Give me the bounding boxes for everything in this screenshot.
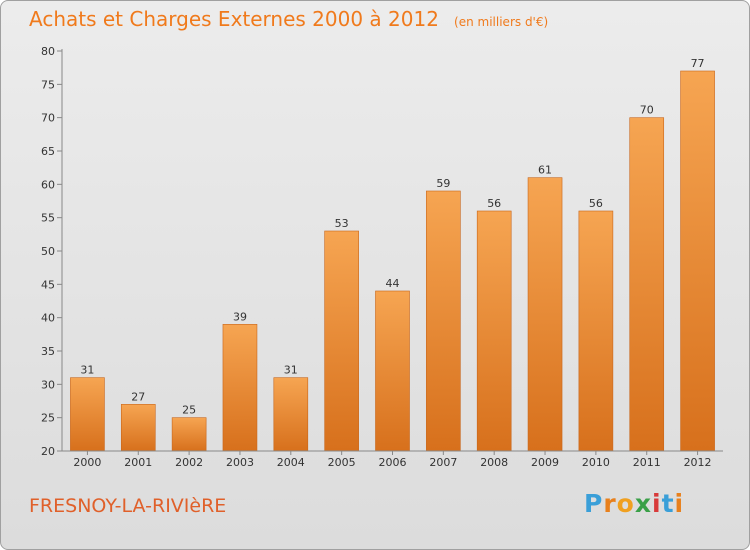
logo-letter: x	[634, 489, 652, 518]
y-tick-label: 25	[41, 412, 55, 425]
logo-letter: P	[584, 489, 604, 518]
bar	[476, 210, 512, 452]
x-tick-label: 2012	[684, 456, 712, 469]
logo-letter: i	[652, 489, 662, 518]
x-tick-label: 2011	[633, 456, 661, 469]
bar	[171, 417, 207, 452]
bar-value-label: 44	[386, 277, 400, 290]
bar-value-label: 59	[436, 177, 450, 190]
y-tick-label: 35	[41, 345, 55, 358]
logo-letter: r	[603, 489, 617, 518]
y-tick-label: 55	[41, 212, 55, 225]
town-name: FRESNOY-LA-RIVIèRE	[29, 495, 227, 517]
y-tick-label: 30	[41, 378, 55, 391]
y-tick-label: 40	[41, 312, 55, 325]
bar-value-label: 39	[233, 310, 247, 323]
x-axis: 2000 2001 2002 2003 2004 2005 2006 2007 2008 2009…	[62, 450, 723, 469]
bar	[578, 210, 614, 452]
bar-value-label: 31	[284, 364, 298, 377]
bar-value-label: 61	[538, 164, 552, 177]
bar-value-label: 25	[182, 404, 196, 417]
y-tick-label: 60	[41, 178, 55, 191]
bar-value-label: 70	[640, 104, 654, 117]
bars: 31 27 25 39 31 53 44 59 56 61 56 70 77	[70, 57, 715, 452]
bar-value-label: 56	[487, 197, 501, 210]
bar	[629, 117, 665, 452]
bar	[527, 177, 563, 452]
bar	[222, 324, 258, 452]
y-tick-label: 20	[41, 445, 55, 458]
bar-value-label: 53	[335, 217, 349, 230]
x-tick-label: 2010	[582, 456, 610, 469]
x-tick-label: 2009	[531, 456, 559, 469]
chart-title: Achats et Charges Externes 2000 à 2012	[29, 7, 439, 31]
x-tick-label: 2006	[379, 456, 407, 469]
bar	[375, 290, 410, 452]
bar-value-label: 56	[589, 197, 603, 210]
x-tick-label: 2003	[226, 456, 254, 469]
bar	[120, 404, 156, 452]
y-tick-label: 50	[41, 245, 55, 258]
bar	[426, 190, 461, 452]
logo-letter: o	[616, 489, 635, 518]
x-tick-label: 2001	[124, 456, 152, 469]
bar-value-label: 27	[131, 390, 145, 403]
logo-letter: i	[674, 489, 685, 518]
bar	[273, 377, 309, 452]
y-axis: 20 25 30 35 40 45 50 55 60 65 70 75 80	[41, 45, 63, 458]
y-tick-label: 65	[41, 145, 55, 158]
chart-subtitle: (en milliers d'€)	[454, 15, 549, 29]
bar	[70, 377, 105, 452]
bar	[680, 70, 715, 452]
y-tick-label: 75	[41, 78, 55, 91]
x-tick-label: 2002	[175, 456, 203, 469]
y-tick-label: 80	[41, 45, 55, 58]
bar	[324, 230, 359, 452]
bar-value-label: 31	[80, 364, 94, 377]
y-tick-label: 70	[41, 112, 55, 125]
title-row: Achats et Charges Externes 2000 à 2012 (…	[29, 7, 548, 31]
x-tick-label: 2008	[480, 456, 508, 469]
logo-letter: t	[661, 489, 675, 518]
bar-value-label: 77	[691, 57, 705, 70]
y-tick-label: 45	[41, 278, 55, 291]
x-tick-label: 2007	[429, 456, 457, 469]
x-tick-label: 2000	[73, 456, 101, 469]
proxiti-logo[interactable]: Proxiti	[584, 489, 684, 518]
x-tick-label: 2004	[277, 456, 305, 469]
x-tick-label: 2005	[328, 456, 356, 469]
